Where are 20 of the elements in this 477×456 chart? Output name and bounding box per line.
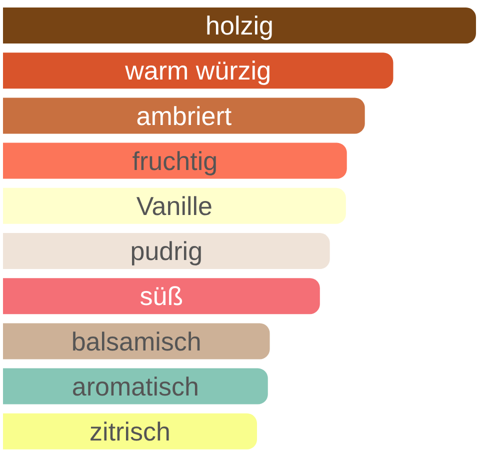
bar [3,233,330,270]
bar [3,188,346,224]
y-tick-label: ambriert [136,100,232,131]
y-tick-label: fruchtig [132,146,218,176]
y-tick-label: holzig [206,10,274,41]
bar [3,413,257,450]
bar [3,8,476,44]
y-tick-label: zitrisch [90,416,170,447]
bar [3,142,347,179]
y-tick-label: Vanille [136,191,213,222]
y-tick-label: warm würzig [124,56,272,86]
bar [3,52,394,89]
y-tick-label: balsamisch [71,326,202,356]
y-tick-label: süß [140,281,184,312]
bar [3,278,320,314]
bar [3,368,268,404]
y-tick-label: pudrig [130,236,203,266]
y-tick-label: aromatisch [72,371,200,402]
bar [3,98,365,134]
bar [3,323,270,360]
